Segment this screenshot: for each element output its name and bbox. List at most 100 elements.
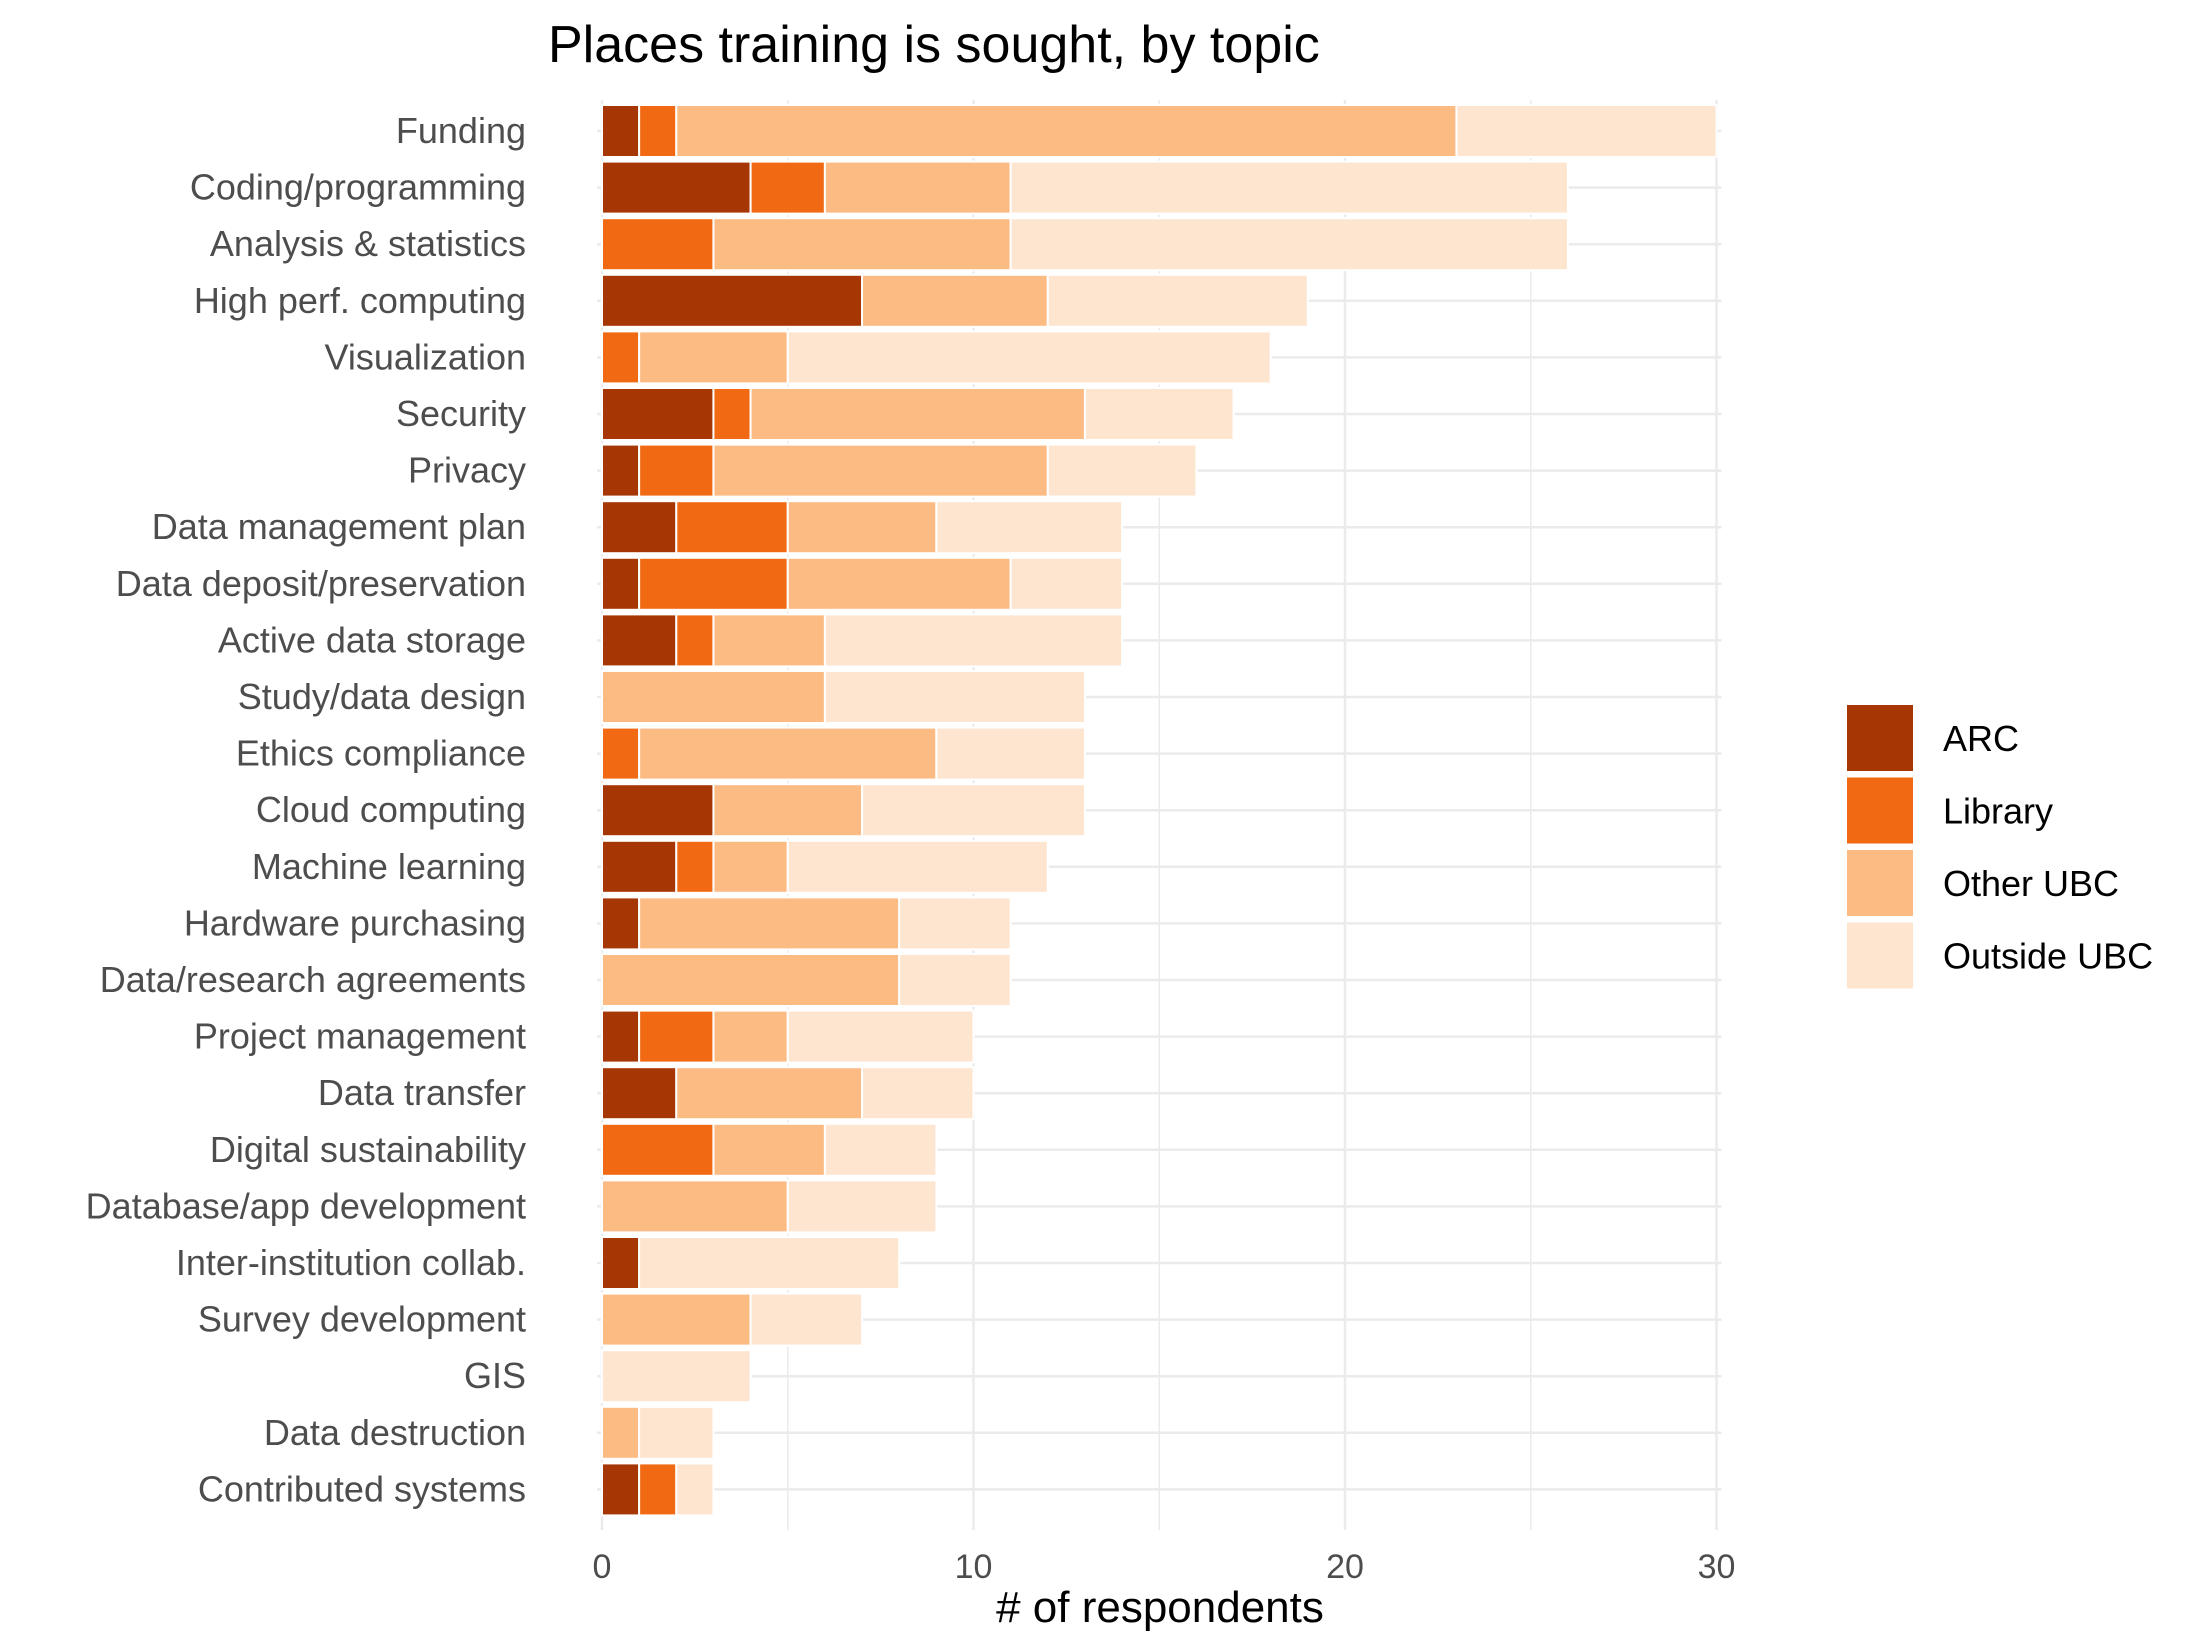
bar-segment — [861, 1066, 975, 1121]
bar-segment — [601, 330, 641, 385]
bar-segment — [823, 613, 1124, 668]
bar-segment — [1083, 387, 1235, 441]
bar-segment — [1009, 160, 1569, 215]
bar-segment — [638, 1462, 678, 1517]
bar-segment — [712, 1009, 789, 1064]
category-label: Analysis & statistics — [210, 223, 526, 264]
bar-segment — [601, 387, 715, 441]
bar-segment — [823, 670, 1086, 724]
bar-segment — [601, 1179, 789, 1234]
category-label: Privacy — [408, 450, 526, 491]
x-tick-label: 10 — [955, 1548, 993, 1586]
bar-segment — [601, 896, 641, 951]
bar-segment — [601, 613, 678, 668]
category-label: Data/research agreements — [100, 959, 526, 1000]
bar-segment — [638, 330, 789, 385]
category-label: Project management — [194, 1016, 526, 1057]
bar-segment — [823, 1122, 938, 1177]
bar-segment — [601, 500, 678, 555]
bar-segment — [675, 613, 715, 668]
bar-segment — [675, 104, 1458, 158]
category-label: Contributed systems — [198, 1468, 526, 1509]
category-label: Hardware purchasing — [184, 902, 526, 943]
bar-segment — [601, 1349, 752, 1404]
x-tick-label: 0 — [593, 1548, 612, 1586]
bar-segment — [712, 443, 1049, 498]
bar-segment — [1046, 443, 1198, 498]
bar-segment — [786, 556, 1012, 611]
bar-segment — [638, 104, 678, 158]
bar-segment — [898, 896, 1012, 951]
category-label: Funding — [396, 110, 526, 151]
bar-segment — [601, 1236, 641, 1290]
category-label: Database/app development — [86, 1185, 526, 1226]
bar-segment — [786, 500, 938, 555]
category-label: GIS — [464, 1355, 526, 1396]
bar-segment — [675, 1462, 715, 1517]
bar-segment — [675, 839, 715, 894]
bar-segment — [638, 896, 901, 951]
bar-segment — [638, 1009, 715, 1064]
bar-segment — [601, 1462, 641, 1517]
bar-segment — [712, 387, 752, 441]
legend: ARC Library Other UBC Outside UBC — [1847, 705, 2153, 989]
bar-segment — [601, 726, 641, 781]
bar-segment — [601, 217, 715, 272]
bar-segment — [1009, 217, 1569, 272]
category-label: Digital sustainability — [210, 1129, 526, 1170]
bar-segment — [749, 160, 826, 215]
legend-label: Other UBC — [1943, 863, 2119, 904]
bar-segment — [712, 839, 789, 894]
bar-segment — [1009, 556, 1124, 611]
bar-segment — [712, 1122, 826, 1177]
category-label: Coding/programming — [190, 167, 526, 208]
bar-segment — [601, 160, 752, 215]
bar-segment — [786, 1179, 938, 1234]
x-tick-labels: 0 10 20 30 — [593, 1548, 1736, 1586]
legend-label: Library — [1943, 791, 2053, 832]
bar-segment — [601, 443, 641, 498]
bar-segment — [601, 104, 641, 158]
legend-swatch — [1847, 850, 1913, 916]
category-label: Data management plan — [152, 506, 526, 547]
bar-segment — [786, 1009, 975, 1064]
category-label: High perf. computing — [194, 280, 526, 321]
legend-label: Outside UBC — [1943, 936, 2153, 977]
bar-segment — [786, 839, 1049, 894]
bar-segment — [675, 1066, 864, 1121]
bar-segment — [1046, 273, 1309, 328]
category-label: Cloud computing — [256, 789, 526, 830]
bar-segment — [601, 1122, 715, 1177]
bar-segment — [712, 217, 1012, 272]
category-label: Ethics compliance — [236, 733, 526, 774]
bar-segment — [601, 1292, 752, 1347]
bar-segment — [601, 556, 641, 611]
bar-segment — [935, 726, 1086, 781]
bar-segment — [601, 1405, 641, 1460]
category-label: Data destruction — [264, 1412, 526, 1453]
bar-segment — [786, 330, 1272, 385]
bar-segment — [1455, 104, 1718, 158]
legend-label: ARC — [1943, 718, 2019, 759]
category-label: Inter-institution collab. — [176, 1242, 526, 1283]
bar-segment — [601, 273, 864, 328]
chart-title: Places training is sought, by topic — [548, 16, 1320, 74]
bar-segment — [675, 500, 789, 555]
category-label: Study/data design — [238, 676, 526, 717]
legend-swatch — [1847, 777, 1913, 844]
bars — [601, 104, 1718, 1517]
bar-segment — [712, 783, 864, 838]
category-label: Visualization — [325, 336, 526, 377]
x-axis-title: # of respondents — [996, 1583, 1324, 1632]
x-tick-label: 30 — [1698, 1548, 1736, 1586]
bar-segment — [749, 387, 1086, 441]
category-label: Survey development — [198, 1299, 526, 1340]
bar-segment — [601, 839, 678, 894]
category-label: Data transfer — [318, 1072, 526, 1113]
bar-segment — [638, 443, 715, 498]
bar-segment — [601, 953, 901, 1007]
bar-segment — [861, 783, 1086, 838]
bar-segment — [935, 500, 1124, 555]
legend-swatch — [1847, 705, 1913, 771]
